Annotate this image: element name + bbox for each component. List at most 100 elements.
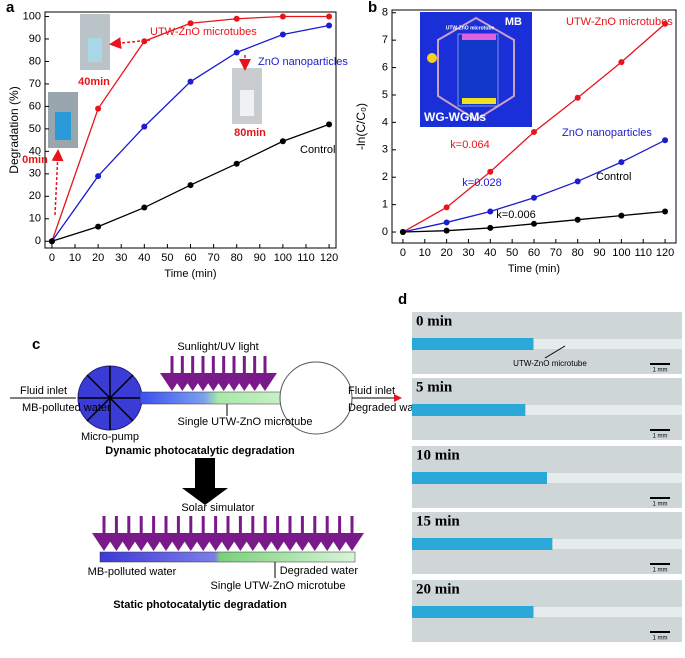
data-point [399,229,406,236]
time-label: 15 min [416,513,460,529]
data-point [662,20,669,27]
x-tick-label: 70 [550,247,562,259]
data-point [187,78,194,85]
panel-label: b [368,0,377,16]
data-point [141,204,148,211]
diagram-label: Solar simulator [181,502,255,514]
x-tick-label: 0 [49,252,55,264]
x-tick-label: 10 [69,252,81,264]
y-tick-label: 50 [29,123,41,135]
time-label: 0 min [416,313,453,329]
series-label: Control [596,171,631,183]
scale-label: 1 mm [653,368,668,374]
x-tick-label: 30 [115,252,127,264]
scale-label: 1 mm [653,568,668,574]
x-tick-label: 60 [184,252,196,264]
data-point [487,224,494,231]
data-point [187,182,194,189]
annotation: k=0.028 [462,177,501,189]
y-tick-label: 10 [29,213,41,225]
tube-fill [412,538,553,550]
x-tick-label: 70 [207,252,219,264]
x-tick-label: 0 [400,247,406,259]
data-point [48,238,55,245]
time-label: 20 min [416,581,460,597]
data-point [326,22,333,29]
diagram-label: Single UTW-ZnO microtube [211,580,346,592]
scale-label: 1 mm [653,636,668,642]
data-point [233,49,240,56]
data-point [326,13,333,20]
data-point [95,173,102,180]
data-point [279,13,286,20]
y-tick-label: 5 [382,89,388,101]
series-label: ZnO nanoparticles [258,56,348,68]
light-arrows [92,356,364,551]
scale-label: 1 mm [653,502,668,508]
x-tick-label: 20 [440,247,452,259]
data-point [487,208,494,215]
data-point [574,216,581,223]
data-point [443,204,450,211]
data-point [574,178,581,185]
data-point [95,105,102,112]
tube [533,607,682,617]
data-point [443,219,450,226]
x-tick-label: 80 [572,247,584,259]
y-tick-label: 6 [382,61,388,73]
y-tick-label: 8 [382,7,388,19]
data-point [443,227,450,234]
data-point [618,159,625,166]
annotation: 80min [234,127,266,139]
tube-fill [412,338,534,350]
vial-photos [48,14,262,216]
diagram-label: Sunlight/UV light [177,341,258,353]
data-point [95,223,102,230]
y-tick-label: 4 [382,116,388,128]
tube-fill [412,606,534,618]
series-label: Control [300,144,335,156]
diagram-label: MB-polluted water [88,566,177,578]
data-point [531,128,537,135]
x-tick-label: 50 [161,252,173,264]
series-label: UTW-ZnO microtubes [566,16,673,28]
y-tick-label: 30 [29,168,41,180]
x-axis-label: Time (min) [164,268,216,280]
inset-image [420,12,532,127]
inset-label: UTW-ZnO microtube [446,25,495,31]
x-tick-label: 40 [138,252,150,264]
data-point [574,94,581,101]
diagram-label: Single UTW-ZnO microtube [178,416,313,428]
data-point [279,31,286,38]
data-point [618,212,625,219]
x-tick-label: 10 [419,247,431,259]
data-point [326,121,333,128]
data-point [487,168,494,175]
y-tick-label: 60 [29,100,41,112]
y-tick-label: 0 [382,226,388,238]
x-tick-label: 40 [484,247,496,259]
y-axis-label: Degradation (%) [7,86,21,173]
y-tick-label: 40 [29,145,41,157]
x-tick-label: 100 [612,247,630,259]
micrographs: 0 min 1 mm 5 min 1 mm 10 min 1 mm 15 min 1 mm 20… [412,312,682,642]
y-tick-label: 2 [382,171,388,183]
tube-fill [412,404,526,416]
annotation: k=0.064 [450,139,489,151]
tube [552,539,682,549]
time-label: 10 min [416,447,460,463]
annotation: 0min [22,154,48,166]
inset-label: MB [505,16,522,28]
y-tick-label: 0 [35,235,41,247]
y-tick-label: 1 [382,199,388,211]
data-point [531,194,537,201]
data-point [531,220,537,227]
pointer-label: UTW-ZnO microtube [513,359,587,368]
panel-label: d [398,291,407,308]
y-tick-label: 80 [29,55,41,67]
data-point [233,160,240,167]
y-tick-label: 90 [29,33,41,45]
diagram-label: Degraded water [348,402,427,414]
x-axis-label: Time (min) [508,263,560,275]
